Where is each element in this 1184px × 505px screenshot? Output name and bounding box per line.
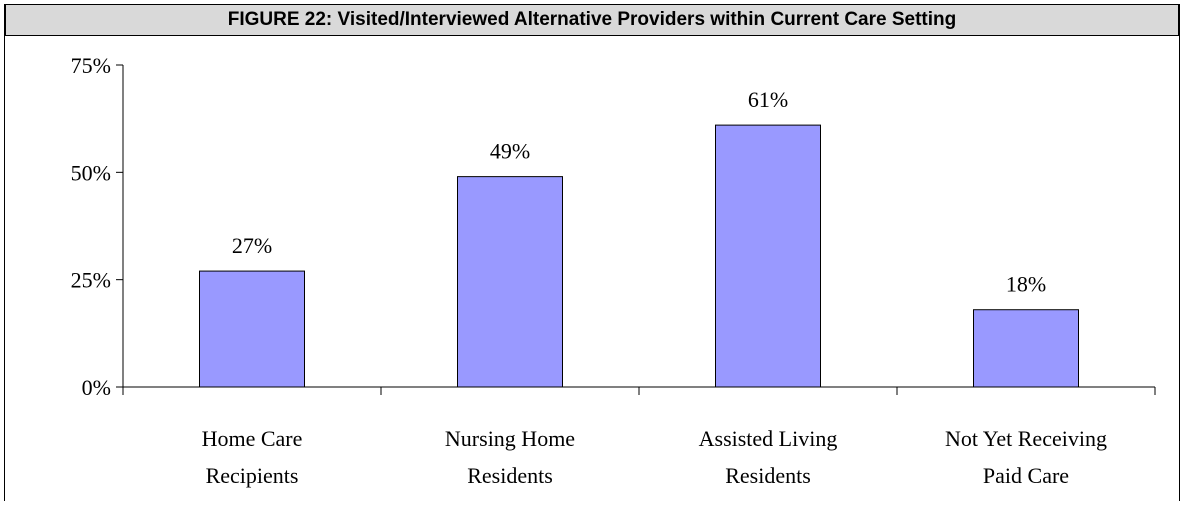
category-label: Residents (725, 463, 811, 488)
bar (457, 176, 563, 388)
figure-frame: FIGURE 22: Visited/Interviewed Alternati… (4, 4, 1180, 501)
figure-title-bar: FIGURE 22: Visited/Interviewed Alternati… (5, 4, 1179, 36)
bar (715, 124, 821, 388)
category-label: Paid Care (983, 463, 1069, 488)
category-label: Residents (467, 463, 553, 488)
data-label: 27% (232, 233, 272, 258)
category-label: Recipients (206, 463, 299, 488)
category-label: Nursing Home (445, 426, 575, 451)
bar (973, 309, 1079, 388)
y-tick-label: 50% (71, 160, 111, 185)
data-label: 18% (1006, 272, 1046, 297)
figure-title: FIGURE 22: Visited/Interviewed Alternati… (227, 9, 957, 30)
bar (199, 270, 305, 388)
data-label: 61% (748, 87, 788, 112)
category-label: Not Yet Receiving (945, 426, 1107, 451)
y-tick-label: 25% (71, 268, 111, 293)
data-label: 49% (490, 139, 530, 164)
category-label: Home Care (202, 426, 303, 451)
y-tick-label: 75% (71, 53, 111, 78)
y-tick-label: 0% (82, 375, 111, 400)
category-label: Assisted Living (699, 426, 838, 451)
